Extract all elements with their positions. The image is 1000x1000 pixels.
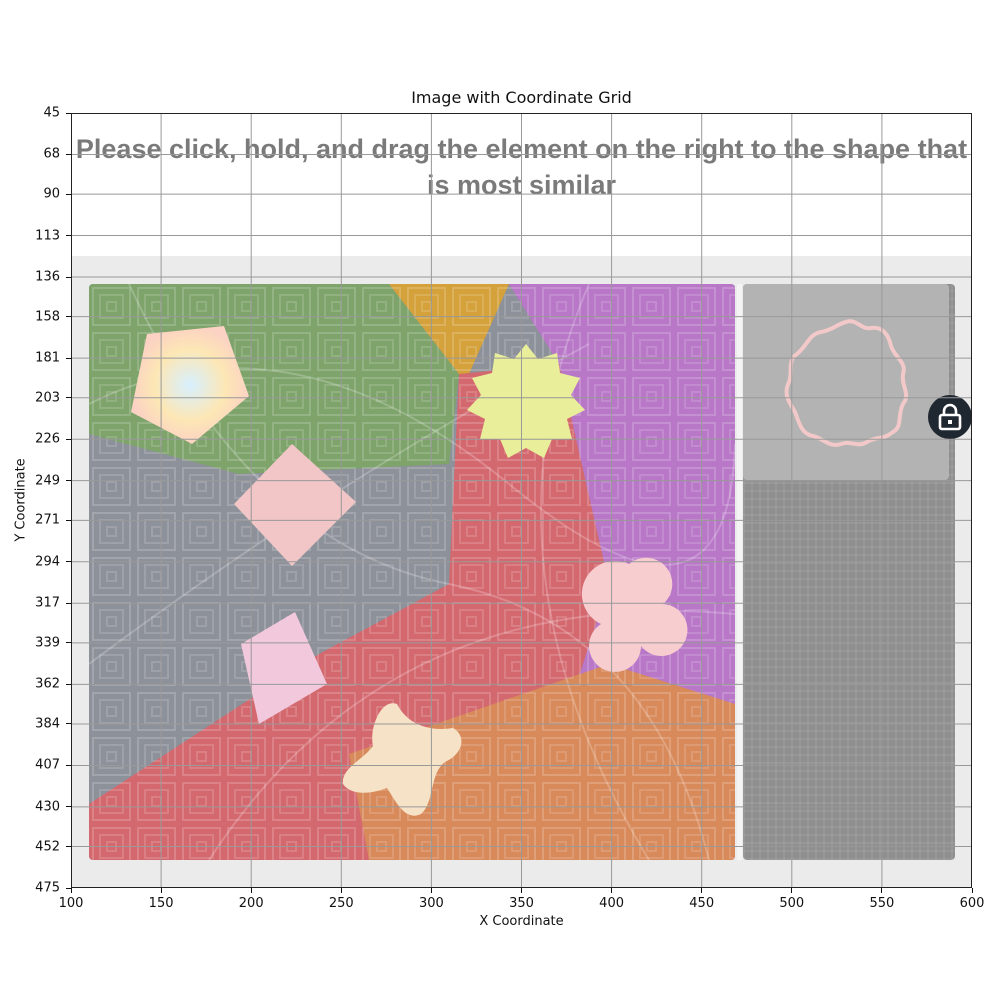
figure-title: Image with Coordinate Grid: [411, 88, 632, 107]
x-tick-mark: [611, 888, 613, 893]
drag-piece[interactable]: [743, 284, 949, 480]
y-tick-label: 68: [43, 146, 60, 162]
x-tick-mark: [971, 888, 973, 893]
y-tick-label: 452: [35, 839, 60, 855]
y-tick-mark: [66, 764, 71, 766]
x-tick-label: 100: [58, 896, 84, 911]
y-tick-mark: [66, 561, 71, 563]
y-tick-label: 294: [35, 554, 60, 570]
x-tick-mark: [521, 888, 522, 893]
y-tick-label: 136: [35, 269, 60, 285]
y-tick-mark: [66, 887, 71, 889]
x-tick-label: 200: [238, 896, 264, 911]
x-tick-label: 150: [148, 896, 174, 911]
x-tick-mark: [791, 888, 793, 893]
y-tick-label: 339: [35, 635, 60, 651]
y-tick-mark: [66, 193, 71, 195]
x-tick-label: 250: [328, 896, 354, 911]
y-tick-label: 430: [35, 799, 60, 815]
x-tick-label: 500: [779, 896, 805, 911]
x-tick-label: 300: [418, 896, 444, 911]
x-tick-label: 550: [869, 896, 895, 911]
y-tick-label: 475: [35, 880, 60, 896]
y-tick-mark: [66, 357, 71, 359]
y-tick-label: 113: [35, 228, 60, 244]
y-tick-label: 249: [35, 473, 60, 489]
y-tick-mark: [66, 438, 71, 440]
x-tick-mark: [250, 888, 252, 893]
x-tick-mark: [881, 888, 883, 893]
y-tick-mark: [66, 112, 71, 114]
y-tick-mark: [66, 642, 71, 644]
y-tick-label: 90: [43, 186, 60, 202]
y-tick-label: 317: [35, 595, 60, 611]
y-tick-mark: [66, 602, 71, 604]
x-tick-mark: [70, 888, 72, 893]
x-tick-label: 450: [689, 896, 715, 911]
x-tick-mark: [701, 888, 703, 893]
y-axis-label: Y Coordinate: [13, 458, 29, 542]
y-tick-mark: [66, 846, 71, 848]
y-tick-mark: [66, 276, 71, 278]
y-tick-label: 384: [35, 716, 60, 732]
y-tick-mark: [66, 235, 71, 237]
y-tick-label: 181: [35, 350, 60, 366]
x-axis-label: X Coordinate: [479, 914, 564, 929]
y-tick-mark: [66, 683, 71, 685]
x-tick-label: 400: [599, 896, 625, 911]
captcha-instruction: Please click, hold, and drag the element…: [75, 134, 968, 200]
wavy-ring-shape: [784, 319, 909, 447]
y-tick-label: 158: [35, 309, 60, 325]
x-tick-mark: [340, 888, 342, 893]
y-tick-label: 407: [35, 757, 60, 773]
y-tick-mark: [66, 480, 71, 482]
captcha-panel: [71, 256, 972, 888]
y-tick-mark: [66, 519, 71, 521]
y-tick-mark: [66, 153, 71, 155]
x-tick-label: 350: [509, 896, 534, 911]
y-tick-label: 45: [43, 105, 60, 121]
y-tick-mark: [66, 723, 71, 725]
y-tick-label: 271: [35, 512, 60, 528]
lock-icon[interactable]: [928, 395, 972, 439]
y-tick-mark: [66, 397, 71, 399]
captcha-screenshot: Please click, hold, and drag the element…: [71, 113, 972, 888]
y-tick-label: 362: [35, 676, 60, 692]
puzzle-image[interactable]: [89, 284, 735, 860]
y-tick-mark: [66, 316, 71, 318]
y-tick-mark: [66, 806, 71, 808]
x-tick-label: 600: [959, 896, 985, 911]
x-tick-mark: [160, 888, 162, 893]
y-tick-label: 226: [35, 431, 60, 447]
panel-divider: [737, 284, 742, 860]
x-tick-mark: [430, 888, 432, 893]
y-tick-label: 203: [35, 390, 60, 406]
